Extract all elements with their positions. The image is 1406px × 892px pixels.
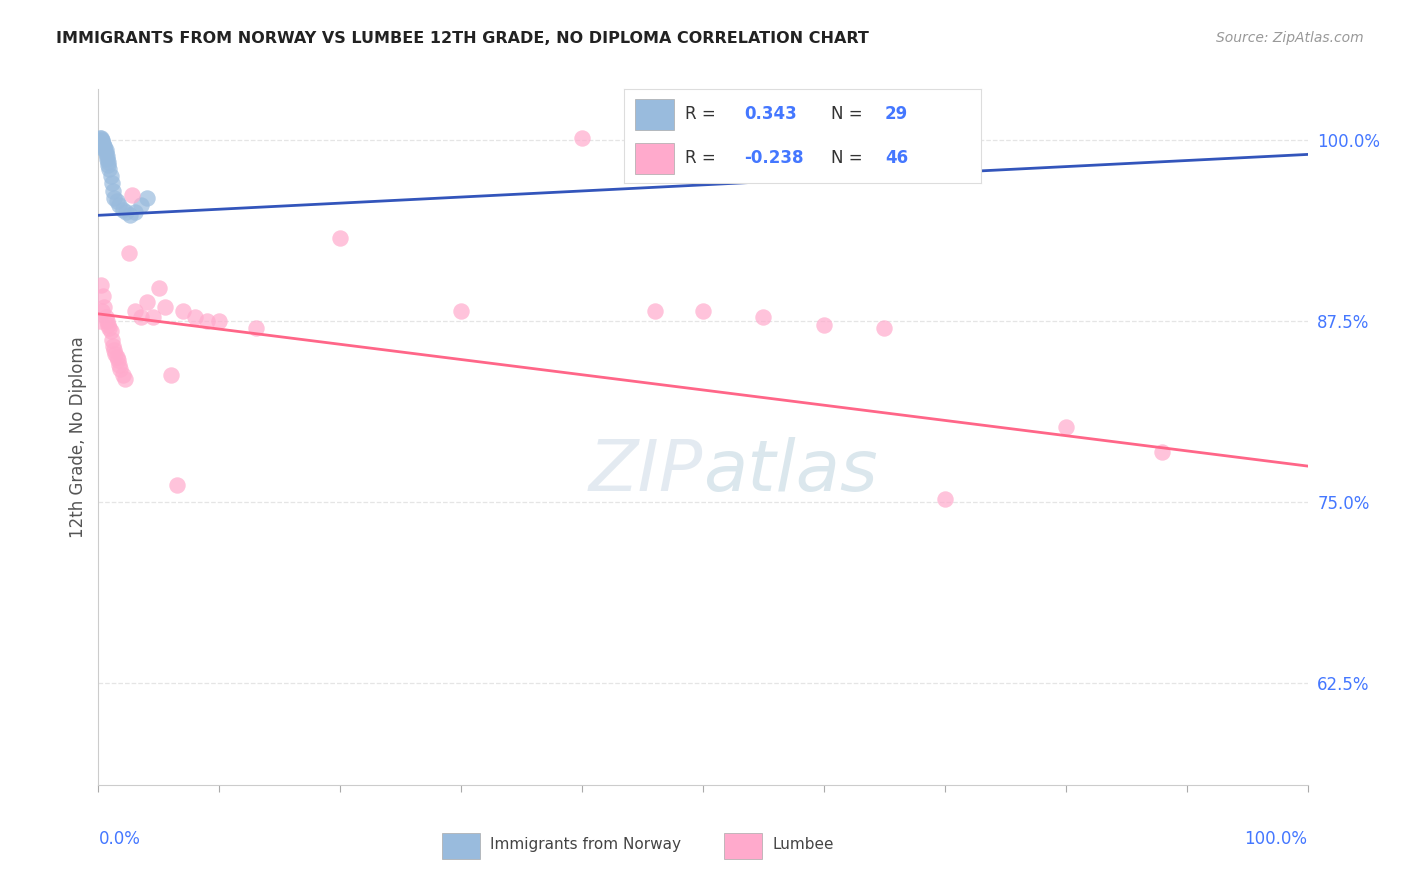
Point <box>89 314 111 328</box>
Point <box>91 133 114 147</box>
Point <box>103 343 125 358</box>
Point <box>1054 420 1077 434</box>
Point <box>135 295 157 310</box>
Point <box>100 169 122 183</box>
Point <box>129 310 152 324</box>
Point <box>111 368 134 382</box>
Point <box>934 492 956 507</box>
Point <box>96 149 118 163</box>
Point <box>752 310 775 324</box>
Point <box>96 314 118 328</box>
Point <box>108 362 131 376</box>
Text: ZIP: ZIP <box>589 437 703 507</box>
Point <box>114 372 136 386</box>
Point <box>108 198 131 212</box>
Point <box>96 152 118 166</box>
Point <box>644 304 666 318</box>
Point <box>813 318 835 333</box>
Point <box>91 134 114 148</box>
Point <box>329 231 352 245</box>
Point <box>873 321 896 335</box>
Point <box>94 310 117 324</box>
Point <box>90 133 112 147</box>
Point <box>93 138 115 153</box>
Point <box>105 194 128 208</box>
Point <box>124 205 146 219</box>
Point <box>160 368 183 382</box>
Text: IMMIGRANTS FROM NORWAY VS LUMBEE 12TH GRADE, NO DIPLOMA CORRELATION CHART: IMMIGRANTS FROM NORWAY VS LUMBEE 12TH GR… <box>56 31 869 46</box>
Point <box>91 289 114 303</box>
Point <box>105 351 128 365</box>
Point <box>450 304 472 318</box>
Point <box>101 184 124 198</box>
Point <box>148 281 170 295</box>
Point <box>124 304 146 318</box>
Point <box>121 188 143 202</box>
Point <box>104 347 127 361</box>
Point <box>90 131 112 145</box>
Point <box>89 131 111 145</box>
Point <box>91 136 114 150</box>
Point <box>100 177 122 191</box>
Point <box>100 324 122 338</box>
Point <box>100 333 122 347</box>
Text: 100.0%: 100.0% <box>1244 830 1308 848</box>
Point <box>1152 444 1174 458</box>
Point <box>245 321 267 335</box>
Text: 0.0%: 0.0% <box>98 830 141 848</box>
Point <box>103 191 125 205</box>
Point <box>166 478 188 492</box>
Point <box>118 246 141 260</box>
Point <box>107 353 129 368</box>
Point <box>142 310 165 324</box>
Point <box>118 208 141 222</box>
Point <box>153 300 176 314</box>
Point <box>94 145 117 160</box>
Point <box>97 157 120 171</box>
Point <box>97 318 120 333</box>
Point <box>108 358 131 372</box>
Point <box>97 154 120 169</box>
Point <box>184 310 207 324</box>
Point <box>91 304 114 318</box>
Point <box>692 304 714 318</box>
Point <box>94 143 117 157</box>
Point <box>208 314 231 328</box>
Point <box>115 205 138 219</box>
Point <box>101 339 124 353</box>
Point <box>93 140 115 154</box>
Point <box>172 304 194 318</box>
Text: Source: ZipAtlas.com: Source: ZipAtlas.com <box>1216 31 1364 45</box>
Point <box>90 277 112 292</box>
Point <box>98 161 121 176</box>
Point <box>98 321 121 335</box>
Point <box>571 131 593 145</box>
Point <box>93 142 115 156</box>
Point <box>135 191 157 205</box>
Y-axis label: 12th Grade, No Diploma: 12th Grade, No Diploma <box>69 336 87 538</box>
Text: atlas: atlas <box>703 437 877 507</box>
Point <box>93 300 115 314</box>
Point <box>91 137 114 152</box>
Point <box>111 202 134 217</box>
Point <box>129 198 152 212</box>
Point <box>195 314 218 328</box>
